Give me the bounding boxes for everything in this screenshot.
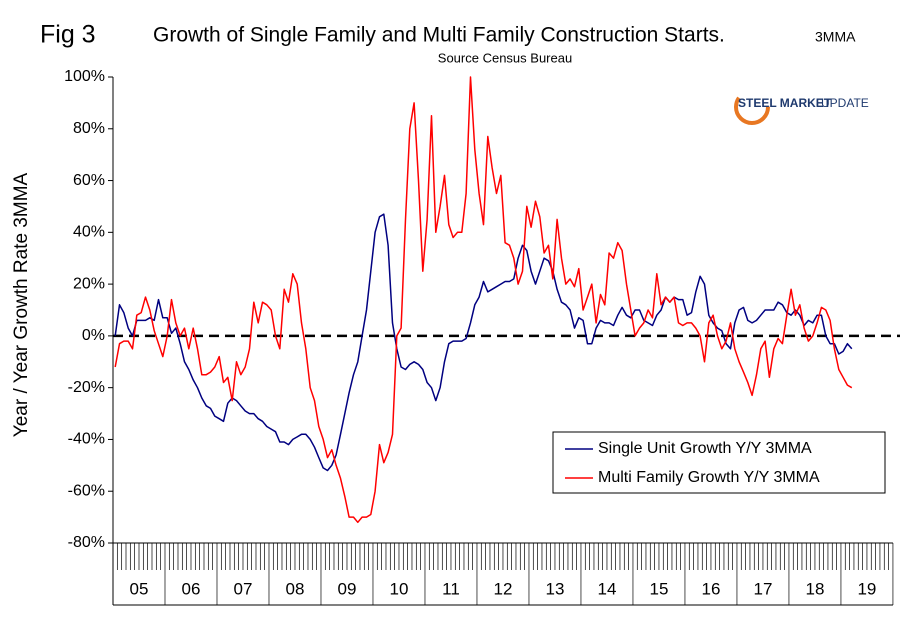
x-tick-label: 12 [494,579,513,598]
y-tick-label: 40% [73,224,105,241]
y-axis-label: Year / Year Growth Rate 3MMA [11,172,32,437]
legend-label: Multi Family Growth Y/Y 3MMA [598,469,820,486]
x-tick-label: 08 [286,579,305,598]
x-tick-label: 17 [753,579,772,598]
chart-subtitle: Source Census Bureau [438,50,572,65]
x-tick-label: 15 [649,579,668,598]
y-tick-label: -60% [68,482,105,499]
figure-label: Fig 3 [40,21,96,49]
x-tick-label: 10 [390,579,409,598]
legend-label: Single Unit Growth Y/Y 3MMA [598,440,812,457]
y-tick-label: -80% [68,534,105,551]
logo-mark [734,89,770,125]
x-tick-label: 18 [805,579,824,598]
y-tick-label: -20% [68,379,105,396]
x-tick-label: 07 [234,579,253,598]
x-tick-label: 09 [338,579,357,598]
series-line [114,213,853,472]
y-tick-label: 60% [73,172,105,189]
x-tick-label: 13 [546,579,565,598]
chart-title: Growth of Single Family and Multi Family… [153,24,725,47]
legend-box [552,431,886,494]
x-tick-label: 19 [857,579,876,598]
logo-text: UPDATE [821,96,869,110]
x-tick-label: 06 [182,579,201,598]
y-tick-label: -40% [68,431,105,448]
y-tick-label: 100% [64,68,105,85]
y-tick-label: 80% [73,120,105,137]
x-tick-label: 11 [442,579,460,598]
y-tick-label: 0% [82,327,105,344]
y-tick-label: 20% [73,275,105,292]
x-tick-label: 14 [598,579,617,598]
title-note: 3MMA [815,29,856,45]
logo-text: STEEL MARKET [738,96,832,110]
x-tick-label: 05 [130,579,149,598]
x-tick-label: 16 [701,579,720,598]
series-line [114,76,853,524]
